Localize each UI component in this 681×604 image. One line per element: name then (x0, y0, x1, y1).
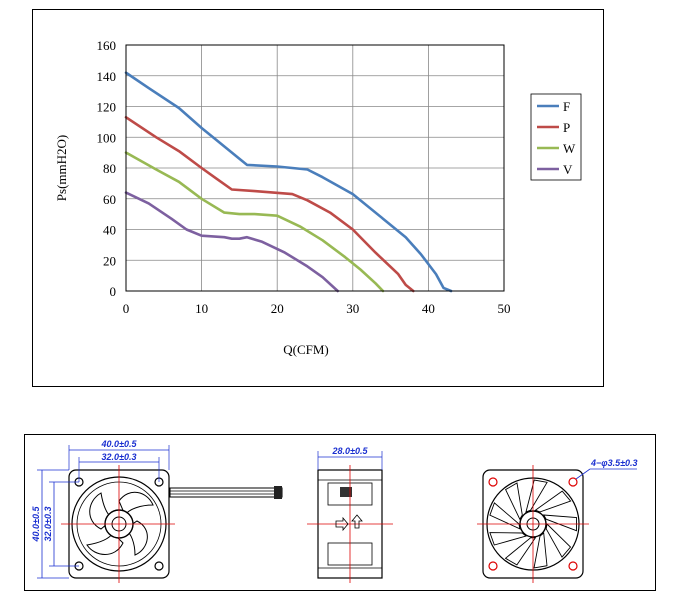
back-blade (533, 532, 548, 569)
y-tick-label: 20 (103, 253, 116, 268)
back-blade (545, 523, 572, 558)
back-blade (534, 490, 572, 513)
x-tick-label: 20 (271, 301, 284, 316)
dim-width-outer: 40.0±0.5 (101, 439, 138, 449)
mount-hole (488, 477, 498, 487)
y-tick-label: 0 (110, 284, 117, 299)
series-line-F (124, 71, 453, 293)
series-line-P (124, 116, 415, 293)
y-axis-label: Ps(mmH2O) (54, 135, 69, 201)
dim-depth: 28.0±0.5 (332, 446, 369, 456)
y-tick-label: 40 (103, 223, 116, 238)
dim-width-inner: 32.0±0.3 (102, 452, 137, 462)
mount-hole (568, 477, 578, 487)
fan-wires (169, 487, 283, 498)
y-tick-label: 140 (97, 69, 117, 84)
dim-height-inner: 32.0±0.3 (43, 507, 53, 542)
back-view: 4−φ3.5±0.3 (477, 458, 638, 583)
x-tick-label: 30 (346, 301, 359, 316)
fan-blade (118, 491, 154, 517)
dim-mount-holes: 4−φ3.5±0.3 (590, 458, 638, 468)
back-blade (504, 537, 537, 566)
side-view: 28.0±0.5 (307, 446, 393, 583)
tick-labels: 0 10 20 30 40 50 0 20 40 60 80 100 120 140 160 (97, 38, 511, 316)
series-line-W (124, 151, 385, 293)
y-tick-label: 100 (97, 130, 117, 145)
back-blade (489, 532, 527, 546)
rotation-arrow (351, 514, 363, 529)
legend-label-P: P (563, 120, 570, 135)
plot-area-frame (125, 44, 505, 292)
front-view: 40.0±0.5 32.0±0.3 40.0±0.5 32.0±0.3 (31, 439, 283, 583)
mount-hole (154, 561, 164, 571)
y-tick-label: 80 (103, 161, 116, 176)
series-line-V (124, 191, 339, 293)
legend-label-V: V (563, 162, 573, 177)
fan-blade (86, 532, 124, 555)
mount-hole (568, 561, 578, 571)
x-axis-label: Q(CFM) (283, 342, 329, 357)
back-blades (489, 479, 577, 569)
chart-panel: 0 10 20 30 40 50 0 20 40 60 80 100 120 140 160 Q(CFM) … (32, 9, 604, 387)
legend-label-F: F (563, 99, 570, 114)
back-blade (525, 479, 548, 513)
back-blade (542, 514, 577, 532)
drawing-panel: 40.0±0.5 32.0±0.3 40.0±0.5 32.0±0.3 (24, 434, 656, 591)
y-tick-label: 60 (103, 192, 116, 207)
back-blade (505, 482, 523, 521)
y-tick-label: 160 (97, 38, 117, 53)
fan-dimension-drawings: 40.0±0.5 32.0±0.3 40.0±0.5 32.0±0.3 (31, 439, 638, 583)
dim-height-outer: 40.0±0.5 (31, 506, 41, 543)
airflow-arrow (335, 516, 349, 532)
legend-box (530, 93, 582, 181)
x-tick-label: 0 (123, 301, 130, 316)
y-tick-label: 120 (97, 100, 117, 115)
grid (125, 44, 505, 292)
back-blade (489, 502, 521, 530)
x-tick-label: 50 (498, 301, 511, 316)
x-tick-label: 40 (422, 301, 435, 316)
legend-label-W: W (563, 141, 576, 156)
series-lines (124, 71, 453, 293)
x-tick-label: 10 (195, 301, 208, 316)
mount-hole (488, 561, 498, 571)
